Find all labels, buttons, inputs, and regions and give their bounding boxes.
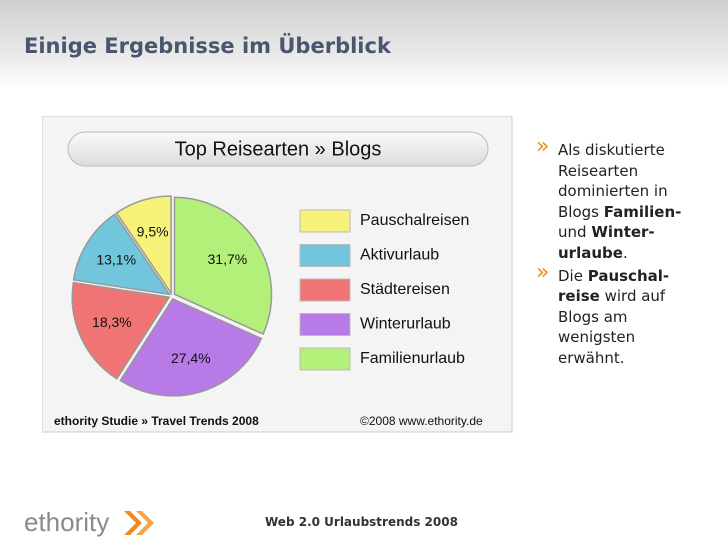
chart-title: Top Reisearten » Blogs <box>175 138 382 160</box>
value-label: 9,5% <box>137 224 169 240</box>
pie-slice <box>115 195 172 296</box>
footer-text: Web 2.0 Urlaubstrends 2008 <box>265 515 458 529</box>
bullet-text: . <box>622 243 628 262</box>
legend-swatch <box>299 313 351 336</box>
legend-swatch <box>299 347 351 371</box>
bullet-marker: » <box>536 134 550 159</box>
value-label: 31,7% <box>208 251 248 267</box>
logo-chevron <box>136 511 154 535</box>
legend-swatch <box>299 209 351 233</box>
bullet-text: Als diskutierte Reisearten dominierten i… <box>558 141 668 221</box>
bullet-text: Winter-urlaube <box>558 223 655 262</box>
legend-label: Winterurlaub <box>360 316 451 333</box>
value-label: 18,3% <box>92 314 132 330</box>
banner <box>0 0 728 90</box>
value-label: 27,4% <box>171 350 211 366</box>
chart-copyright: ©2008 www.ethority.de <box>360 414 483 428</box>
bullet-marker: » <box>536 259 550 285</box>
logo: ethority <box>24 507 154 537</box>
pie-slice <box>119 297 263 397</box>
value-label: 13,1% <box>96 252 136 268</box>
bullet: » Die Pauschal-reise wird auf Blogs am we… <box>536 259 706 369</box>
pie-slice <box>71 281 171 380</box>
logo-chevron <box>124 511 142 535</box>
chart: Top Reisearten » Blogs ethority Studie »… <box>42 116 513 433</box>
bullet-text: Die <box>558 266 583 285</box>
legend-label: Pauschalreisen <box>360 212 469 229</box>
bullet-list: » Als diskutierte Reisearten dominierten … <box>536 134 706 371</box>
logo-text: ethority <box>24 507 109 537</box>
legend-label: Familienurlaub <box>360 350 465 367</box>
bullet-text: Pauschal-reise <box>558 266 670 306</box>
pie-slice <box>72 213 172 296</box>
legend-label: Städtereisen <box>360 281 450 298</box>
title-pill <box>67 131 489 167</box>
bullet-text: wird auf Blogs am wenigsten erwähnt. <box>558 287 666 367</box>
bullet-text: Familien- <box>603 202 682 221</box>
bullet-text: und <box>558 223 587 242</box>
legend-label: Aktivurlaub <box>360 247 439 264</box>
legend-swatch <box>299 278 351 302</box>
chart-source: ethority Studie » Travel Trends 2008 <box>54 414 259 428</box>
bullet: » Als diskutierte Reisearten dominierten … <box>536 134 706 264</box>
slide-title: Einige Ergebnisse im Überblick <box>24 34 391 58</box>
legend-swatch <box>299 244 351 267</box>
pie-slice <box>173 196 273 335</box>
